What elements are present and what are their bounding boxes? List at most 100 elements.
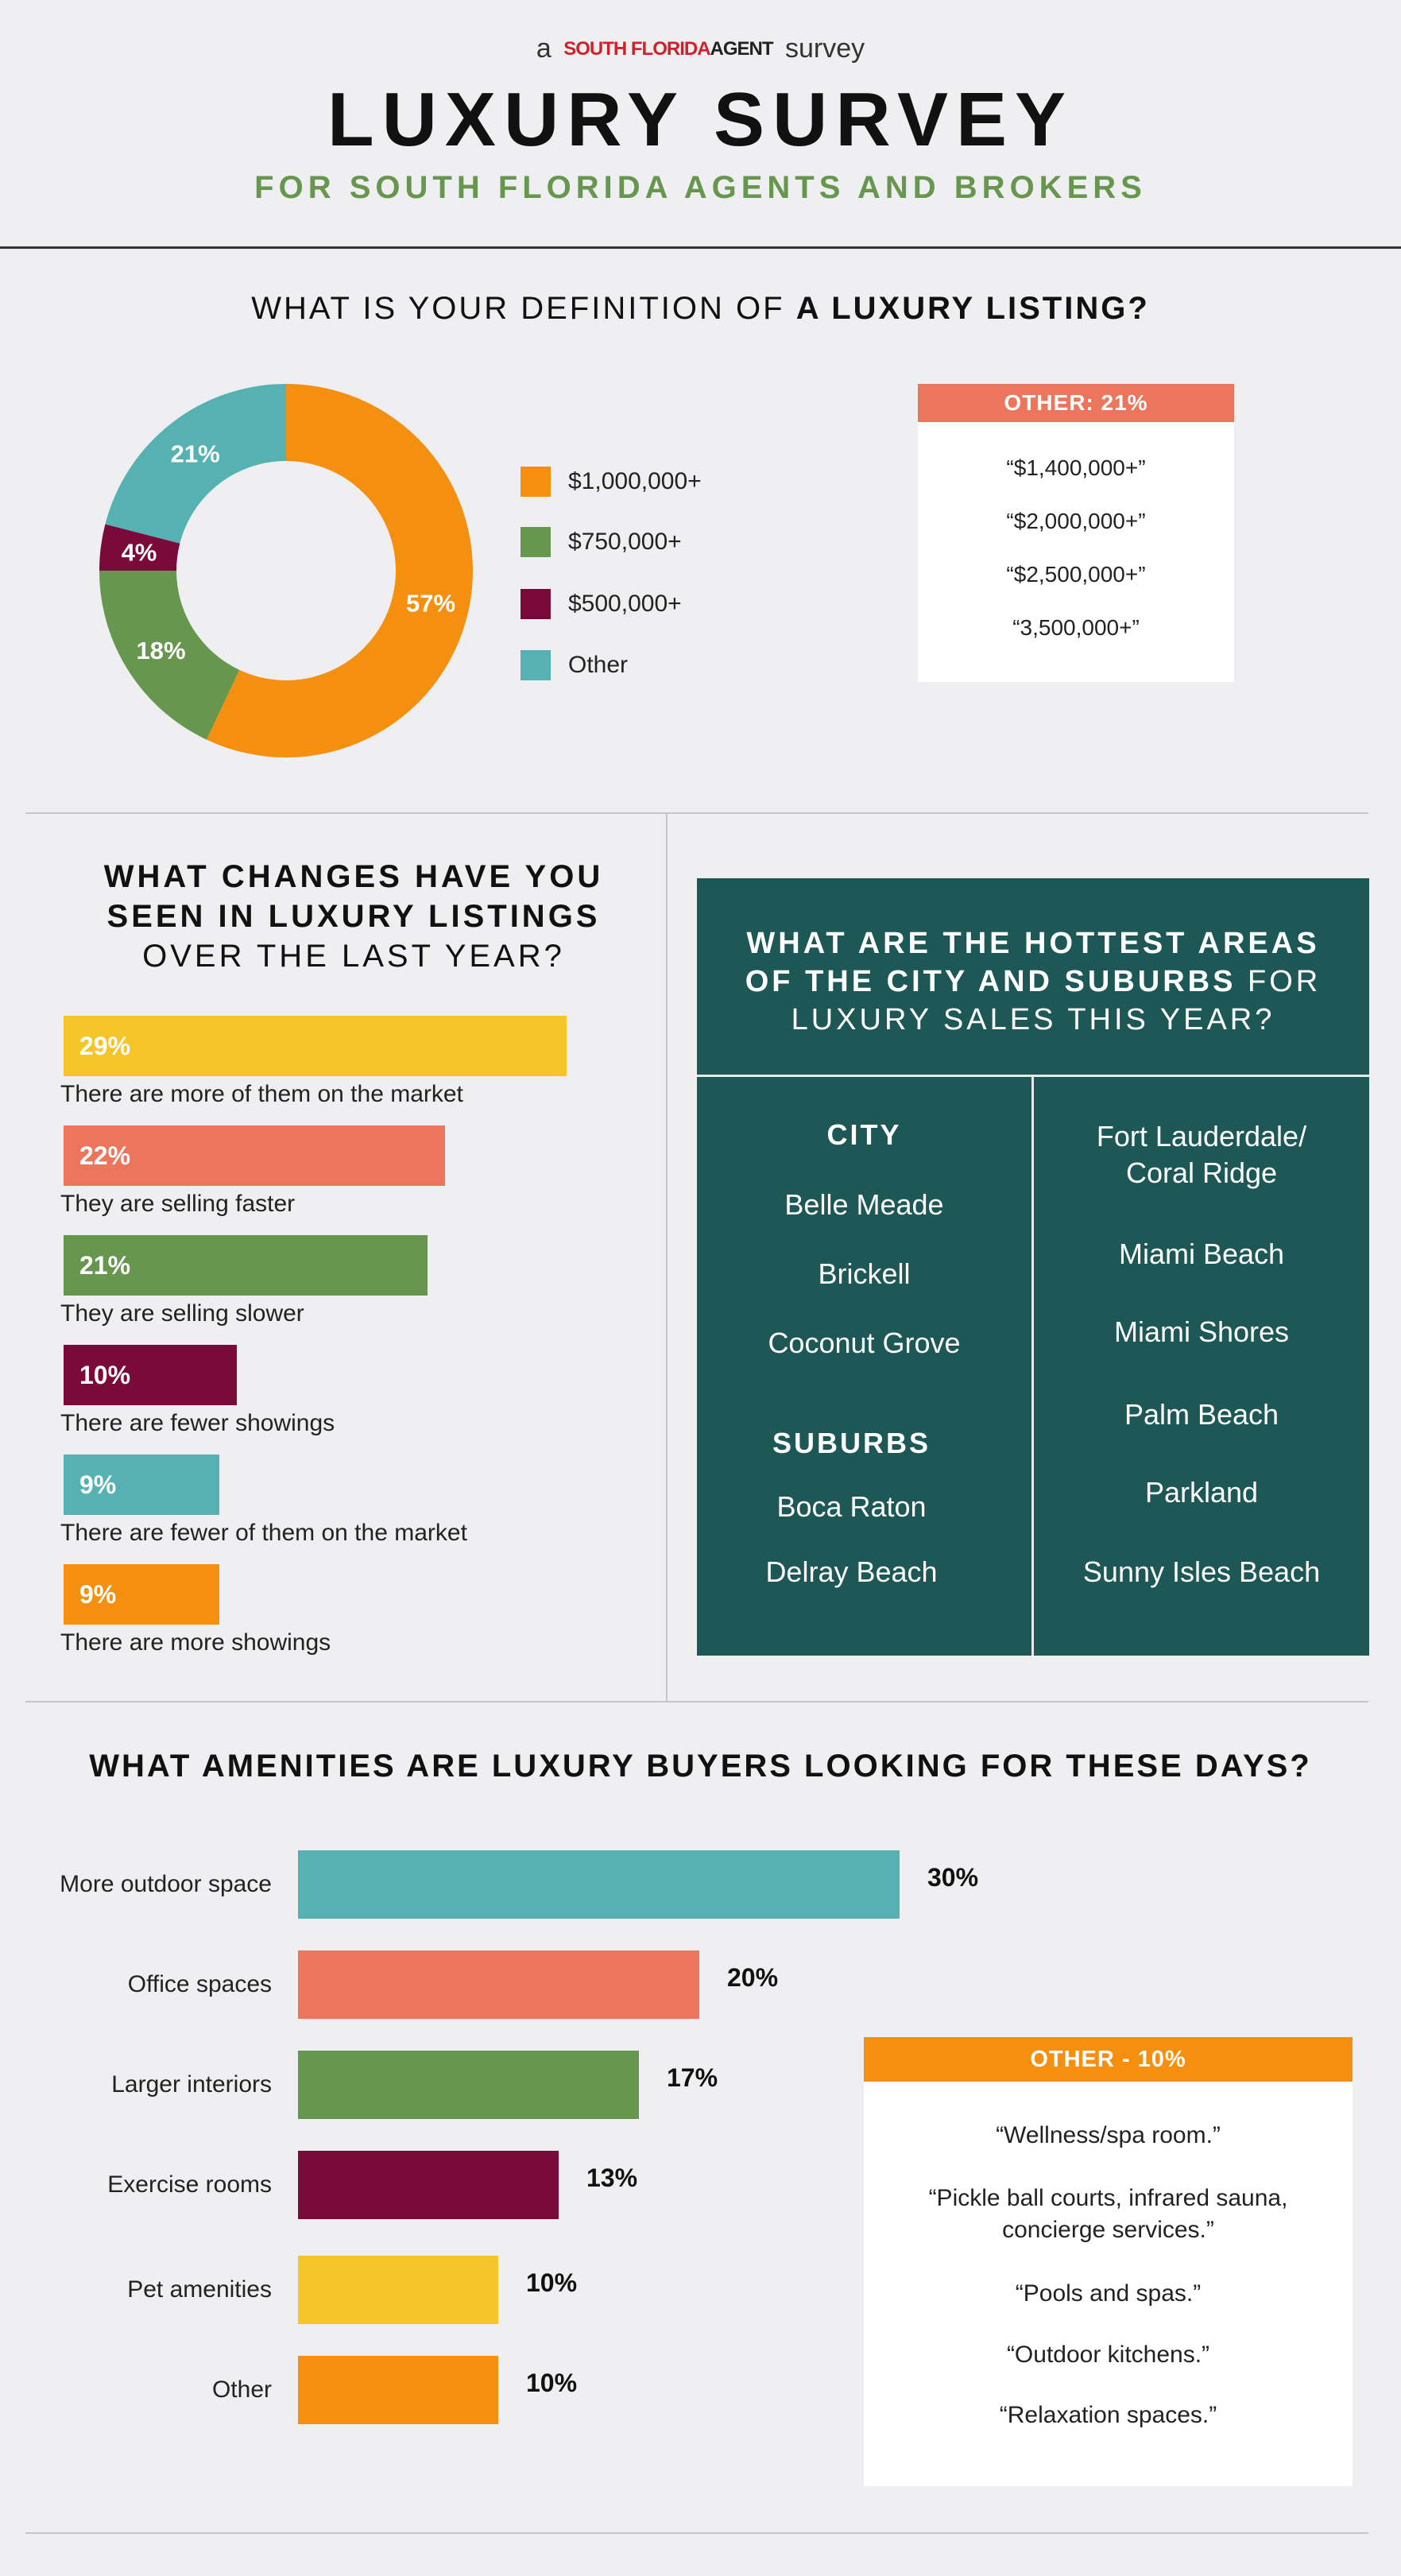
amenity-bar-label: Pet amenities bbox=[127, 2276, 272, 2303]
brand-logo-red: SOUTH FLORIDA bbox=[563, 38, 710, 60]
page-subtitle: FOR SOUTH FLORIDA AGENTS AND BROKERS bbox=[254, 170, 1147, 205]
right-area: Miami Beach bbox=[1118, 1238, 1285, 1270]
listing-changes-question: WHAT CHANGES HAVE YOU SEEN IN LUXURY LIS… bbox=[48, 857, 660, 976]
change-bar: 22% bbox=[64, 1125, 445, 1186]
amenity-bar bbox=[298, 1950, 699, 2019]
hottest-areas-panel: WHAT ARE THE HOTTEST AREAS OF THE CITY A… bbox=[697, 878, 1369, 1656]
other-definition-line: “$2,500,000+” bbox=[1006, 562, 1146, 587]
donut-slice-label: 21% bbox=[171, 440, 220, 468]
amenity-bar-label: Office spaces bbox=[127, 1971, 272, 1997]
amenity-bar-value: 30% bbox=[927, 1863, 979, 1892]
change-bar-label: There are more of them on the market bbox=[60, 1081, 463, 1107]
section-divider bbox=[25, 1701, 1368, 1702]
donut-slice-label: 4% bbox=[122, 539, 157, 567]
change-bar-label: There are fewer of them on the market bbox=[60, 1520, 467, 1546]
donut-slice bbox=[99, 524, 180, 571]
change-bar-label: There are fewer showings bbox=[60, 1410, 335, 1436]
amenity-bar bbox=[298, 2256, 498, 2324]
change-bar-value: 21% bbox=[79, 1250, 131, 1280]
amenity-bar bbox=[298, 2051, 639, 2119]
right-area: Miami Shores bbox=[1113, 1315, 1290, 1348]
suburbs-heading: SUBURBS bbox=[772, 1427, 931, 1459]
q2-line3: OVER THE LAST YEAR? bbox=[142, 939, 565, 974]
suburb-area: Boca Raton bbox=[776, 1490, 927, 1523]
donut-slice-label: 57% bbox=[406, 590, 455, 618]
brand-logo: SOUTH FLORIDAAGENT bbox=[563, 38, 774, 60]
legend-swatch bbox=[521, 467, 551, 497]
change-bar-value: 9% bbox=[79, 1470, 117, 1499]
amenity-bar-value: 10% bbox=[526, 2268, 578, 2297]
other-amenities-box: OTHER - 10% “Wellness/spa room.” “Pickle… bbox=[864, 2037, 1353, 2486]
legend-item: $750,000+ bbox=[521, 526, 682, 558]
city-area: Brickell bbox=[818, 1257, 911, 1290]
brand-line: a SOUTH FLORIDAAGENT survey bbox=[0, 33, 1401, 64]
other-amenity-line: “Relaxation spaces.” bbox=[999, 2402, 1217, 2428]
hottest-areas-question: WHAT ARE THE HOTTEST AREAS OF THE CITY A… bbox=[745, 927, 1322, 1036]
brand-post: survey bbox=[785, 33, 865, 64]
panel-divider-horizontal bbox=[697, 1075, 1369, 1077]
other-amenity-line: concierge services.” bbox=[1002, 2217, 1214, 2243]
donut-slice bbox=[99, 571, 240, 740]
city-area: Coconut Grove bbox=[768, 1327, 961, 1359]
amenity-bar-value: 17% bbox=[667, 2063, 718, 2092]
change-bar-label: There are more showings bbox=[60, 1629, 331, 1656]
other-amenity-line: “Wellness/spa room.” bbox=[996, 2122, 1221, 2148]
amenity-bar-value: 13% bbox=[586, 2163, 638, 2192]
other-amenity-line: “Outdoor kitchens.” bbox=[1006, 2342, 1210, 2368]
amenity-bar bbox=[298, 2356, 498, 2424]
brand-pre: a bbox=[536, 33, 551, 64]
change-bar-value: 22% bbox=[79, 1141, 131, 1170]
donut-slice bbox=[206, 384, 473, 757]
city-heading: CITY bbox=[826, 1118, 902, 1151]
header-divider bbox=[0, 246, 1401, 249]
section-divider bbox=[25, 812, 1368, 814]
section-vertical-divider bbox=[666, 812, 668, 1701]
right-area: Parkland bbox=[1144, 1476, 1259, 1509]
luxury-definition-question: WHAT IS YOUR DEFINITION OF A LUXURY LIST… bbox=[0, 291, 1401, 327]
q1-bold: A LUXURY LISTING? bbox=[795, 291, 1150, 326]
other-amenities-header: OTHER - 10% bbox=[864, 2037, 1353, 2082]
legend-swatch bbox=[521, 589, 551, 619]
legend-item: $1,000,000+ bbox=[521, 466, 702, 498]
q2-line1: WHAT CHANGES HAVE YOU bbox=[103, 859, 604, 894]
change-bar-label: They are selling slower bbox=[60, 1300, 304, 1327]
right-area: Sunny Isles Beach bbox=[1082, 1555, 1321, 1588]
other-definitions-box: OTHER: 21% “$1,400,000+” “$2,000,000+” “… bbox=[918, 384, 1234, 682]
legend-item: Other bbox=[521, 649, 628, 681]
city-area: Belle Meade bbox=[784, 1188, 944, 1221]
amenities-question: WHAT AMENITIES ARE LUXURY BUYERS LOOKING… bbox=[89, 1749, 1312, 1784]
q2-line2: SEEN IN LUXURY LISTINGS bbox=[106, 899, 601, 934]
right-area: Fort Lauderdale/ Coral Ridge bbox=[1096, 1120, 1307, 1189]
legend-item: $500,000+ bbox=[521, 588, 682, 620]
amenity-bar-label: More outdoor space bbox=[60, 1871, 272, 1897]
donut-slice-label: 18% bbox=[137, 637, 186, 664]
legend-label: $750,000+ bbox=[568, 529, 682, 555]
legend-label: $500,000+ bbox=[568, 591, 682, 617]
amenity-bar bbox=[298, 1850, 900, 1919]
change-bar: 9% bbox=[64, 1455, 219, 1515]
amenity-bar-label: Larger interiors bbox=[111, 2071, 272, 2098]
other-amenity-line: “Pools and spas.” bbox=[1015, 2280, 1202, 2307]
page-title: LUXURY SURVEY bbox=[327, 77, 1074, 162]
right-area: Palm Beach bbox=[1124, 1398, 1279, 1431]
amenity-bar-label: Exercise rooms bbox=[107, 2171, 272, 2198]
change-bar: 29% bbox=[64, 1016, 567, 1076]
change-bar: 10% bbox=[64, 1345, 237, 1405]
change-bar-value: 29% bbox=[79, 1031, 131, 1060]
change-bar-value: 10% bbox=[79, 1360, 131, 1389]
suburb-area: Delray Beach bbox=[765, 1555, 938, 1588]
legend-label: $1,000,000+ bbox=[568, 468, 702, 494]
panel-divider-vertical bbox=[1031, 1077, 1034, 1656]
change-bar-value: 9% bbox=[79, 1579, 117, 1609]
brand-logo-agent: AGENT bbox=[710, 38, 774, 60]
other-definition-line: “$1,400,000+” bbox=[1006, 455, 1146, 480]
q1-plain: WHAT IS YOUR DEFINITION OF bbox=[251, 291, 796, 326]
legend-swatch bbox=[521, 527, 551, 557]
luxury-definition-donut-chart: 57% 18% 4% 21% bbox=[99, 384, 473, 757]
legend-swatch bbox=[521, 650, 551, 680]
amenity-bar-value: 10% bbox=[526, 2369, 578, 2397]
amenity-bar-value: 20% bbox=[727, 1963, 779, 1992]
change-bar: 21% bbox=[64, 1235, 428, 1296]
other-definition-line: “$2,000,000+” bbox=[1006, 509, 1146, 533]
change-bar-label: They are selling faster bbox=[60, 1191, 296, 1217]
